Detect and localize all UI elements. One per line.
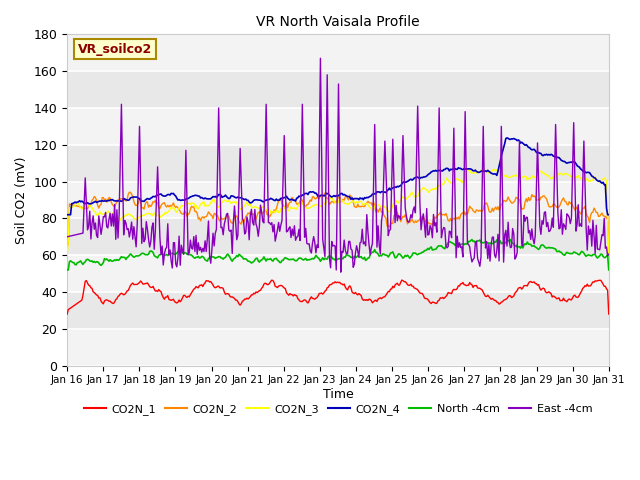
Line: East -4cm: East -4cm: [67, 58, 609, 272]
North -4cm: [63, 267, 71, 273]
North -4cm: [605, 267, 612, 273]
CO2N_3: [556, 171, 564, 177]
North -4cm: [366, 252, 374, 258]
Bar: [67, 35, 609, 71]
CO2N_2: [293, 201, 301, 207]
North -4cm: [468, 237, 476, 242]
CO2N_4: [605, 212, 612, 217]
North -4cm: [392, 255, 400, 261]
CO2N_4: [366, 193, 374, 199]
CO2N_2: [394, 210, 401, 216]
CO2N_3: [392, 198, 400, 204]
CO2N_3: [605, 252, 612, 258]
CO2N_3: [63, 252, 71, 258]
CO2N_4: [503, 135, 511, 141]
CO2N_2: [125, 190, 133, 195]
North -4cm: [292, 258, 300, 264]
CO2N_4: [461, 166, 469, 172]
North -4cm: [461, 241, 469, 247]
Bar: [67, 108, 609, 145]
CO2N_2: [605, 243, 612, 249]
East -4cm: [317, 55, 324, 61]
CO2N_1: [232, 297, 239, 303]
Bar: [67, 255, 609, 292]
CO2N_1: [366, 297, 374, 302]
Line: CO2N_2: CO2N_2: [67, 192, 609, 246]
CO2N_2: [63, 243, 71, 249]
CO2N_1: [463, 283, 470, 288]
CO2N_1: [392, 281, 400, 287]
Bar: [67, 181, 609, 218]
East -4cm: [292, 238, 300, 243]
CO2N_3: [232, 200, 239, 206]
East -4cm: [337, 269, 344, 275]
CO2N_3: [461, 172, 469, 178]
CO2N_4: [292, 198, 300, 204]
CO2N_4: [392, 184, 400, 190]
CO2N_1: [63, 311, 71, 317]
CO2N_1: [556, 298, 564, 303]
Y-axis label: Soil CO2 (mV): Soil CO2 (mV): [15, 156, 28, 244]
Line: North -4cm: North -4cm: [67, 240, 609, 270]
X-axis label: Time: Time: [323, 388, 353, 401]
East -4cm: [63, 234, 71, 240]
East -4cm: [395, 213, 403, 218]
CO2N_1: [292, 292, 300, 298]
Text: VR_soilco2: VR_soilco2: [78, 43, 152, 56]
CO2N_2: [233, 213, 241, 219]
CO2N_3: [292, 206, 300, 212]
Legend: CO2N_1, CO2N_2, CO2N_3, CO2N_4, North -4cm, East -4cm: CO2N_1, CO2N_2, CO2N_3, CO2N_4, North -4…: [79, 400, 596, 420]
North -4cm: [232, 254, 239, 260]
CO2N_1: [605, 311, 612, 317]
CO2N_3: [366, 204, 374, 210]
East -4cm: [557, 207, 565, 213]
CO2N_2: [367, 200, 375, 206]
CO2N_4: [63, 212, 71, 217]
CO2N_2: [556, 202, 564, 208]
CO2N_1: [398, 277, 406, 283]
CO2N_4: [232, 195, 239, 201]
Line: CO2N_3: CO2N_3: [67, 169, 609, 255]
CO2N_2: [463, 209, 470, 215]
CO2N_3: [479, 166, 487, 172]
East -4cm: [605, 251, 612, 257]
Bar: [67, 329, 609, 366]
CO2N_4: [556, 156, 564, 162]
Title: VR North Vaisala Profile: VR North Vaisala Profile: [256, 15, 420, 29]
Line: CO2N_4: CO2N_4: [67, 138, 609, 215]
East -4cm: [232, 219, 239, 225]
Line: CO2N_1: CO2N_1: [67, 280, 609, 314]
North -4cm: [556, 249, 564, 255]
East -4cm: [463, 240, 471, 246]
East -4cm: [369, 240, 376, 246]
